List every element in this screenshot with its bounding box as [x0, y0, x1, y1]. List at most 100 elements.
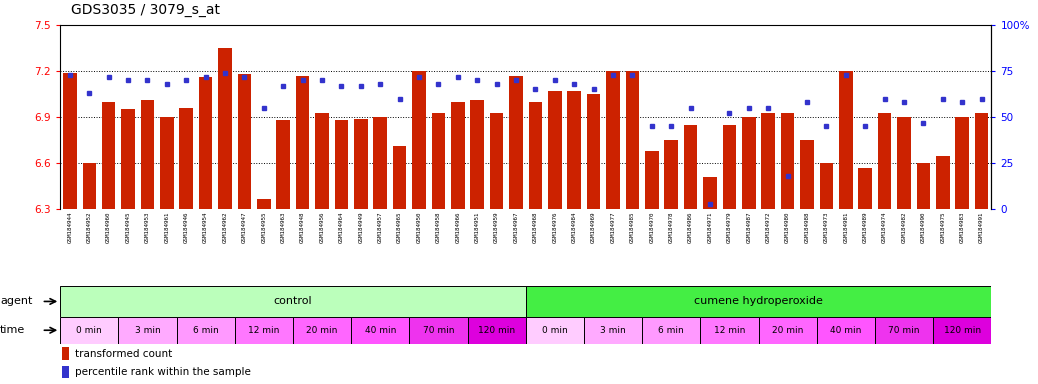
Bar [293, 317, 351, 344]
Bar [955, 117, 969, 209]
Text: 6 min: 6 min [193, 326, 219, 335]
Text: GSM184976: GSM184976 [552, 212, 557, 243]
Text: GSM184967: GSM184967 [514, 212, 519, 243]
Text: time: time [0, 325, 25, 335]
Text: GSM184982: GSM184982 [901, 212, 906, 243]
Bar [118, 317, 176, 344]
Bar [374, 117, 387, 209]
Text: GSM184970: GSM184970 [650, 212, 654, 243]
Bar [525, 286, 991, 317]
Text: GSM184953: GSM184953 [145, 212, 151, 243]
Bar [525, 317, 584, 344]
Text: GSM184956: GSM184956 [320, 212, 325, 243]
Text: 20 min: 20 min [772, 326, 803, 335]
Bar [351, 317, 409, 344]
Text: GDS3035 / 3079_s_at: GDS3035 / 3079_s_at [71, 3, 220, 17]
Bar [568, 91, 581, 209]
Bar [470, 100, 484, 209]
Text: 0 min: 0 min [542, 326, 568, 335]
Text: GSM184968: GSM184968 [532, 212, 538, 243]
Bar [878, 113, 892, 209]
Text: GSM184969: GSM184969 [591, 212, 596, 243]
Text: GSM184991: GSM184991 [979, 212, 984, 243]
Bar [722, 125, 736, 209]
Bar [626, 71, 639, 209]
Bar [238, 74, 251, 209]
Text: 70 min: 70 min [889, 326, 920, 335]
Bar [643, 317, 701, 344]
Bar [936, 156, 950, 209]
Text: GSM184966: GSM184966 [456, 212, 461, 243]
Bar [933, 317, 991, 344]
Text: percentile rank within the sample: percentile rank within the sample [75, 367, 250, 377]
Text: GSM184974: GSM184974 [882, 212, 887, 243]
Text: GSM184965: GSM184965 [398, 212, 402, 243]
Bar [684, 125, 698, 209]
Bar [917, 163, 930, 209]
Bar [121, 109, 135, 209]
Text: GSM184977: GSM184977 [610, 212, 616, 243]
Text: GSM184950: GSM184950 [416, 212, 421, 243]
Bar [762, 113, 775, 209]
Bar [664, 140, 678, 209]
Bar [176, 317, 235, 344]
Text: GSM184983: GSM184983 [960, 212, 964, 243]
Bar [586, 94, 600, 209]
Bar [452, 102, 465, 209]
Text: 40 min: 40 min [830, 326, 862, 335]
Text: GSM184985: GSM184985 [630, 212, 635, 243]
Text: GSM184949: GSM184949 [358, 212, 363, 243]
Bar [548, 91, 562, 209]
Text: GSM184959: GSM184959 [494, 212, 499, 243]
Bar [606, 71, 620, 209]
Text: GSM184989: GSM184989 [863, 212, 868, 243]
Bar [875, 317, 933, 344]
Bar [839, 71, 852, 209]
Text: GSM184946: GSM184946 [184, 212, 189, 243]
Bar [392, 146, 407, 209]
Bar [62, 347, 69, 360]
Bar [60, 286, 525, 317]
Bar [817, 317, 875, 344]
Text: GSM184988: GSM184988 [804, 212, 810, 243]
Bar [528, 102, 542, 209]
Bar [63, 73, 77, 209]
Bar [276, 120, 290, 209]
Text: 120 min: 120 min [479, 326, 515, 335]
Bar [409, 317, 467, 344]
Bar [316, 113, 329, 209]
Text: GSM184958: GSM184958 [436, 212, 441, 243]
Bar [510, 76, 523, 209]
Bar [645, 151, 659, 209]
Bar [180, 108, 193, 209]
Bar [975, 113, 988, 209]
Text: GSM184990: GSM184990 [921, 212, 926, 243]
Text: 3 min: 3 min [135, 326, 160, 335]
Bar [701, 317, 759, 344]
Bar [467, 317, 525, 344]
Bar [235, 317, 293, 344]
Bar [62, 366, 69, 378]
Bar [296, 76, 309, 209]
Bar [742, 117, 756, 209]
Bar [218, 48, 231, 209]
Text: GSM184987: GSM184987 [746, 212, 752, 243]
Bar [759, 317, 817, 344]
Text: GSM184986: GSM184986 [688, 212, 693, 243]
Text: GSM184979: GSM184979 [727, 212, 732, 243]
Bar [141, 100, 155, 209]
Bar [781, 113, 794, 209]
Text: 6 min: 6 min [658, 326, 684, 335]
Text: GSM184971: GSM184971 [708, 212, 712, 243]
Bar [820, 163, 834, 209]
Text: GSM184978: GSM184978 [668, 212, 674, 243]
Text: GSM184961: GSM184961 [164, 212, 169, 243]
Text: GSM184952: GSM184952 [87, 212, 91, 243]
Text: transformed count: transformed count [75, 349, 172, 359]
Text: GSM184980: GSM184980 [785, 212, 790, 243]
Bar [257, 199, 271, 209]
Text: agent: agent [0, 296, 32, 306]
Text: 20 min: 20 min [306, 326, 337, 335]
Bar [703, 177, 717, 209]
Bar [160, 117, 173, 209]
